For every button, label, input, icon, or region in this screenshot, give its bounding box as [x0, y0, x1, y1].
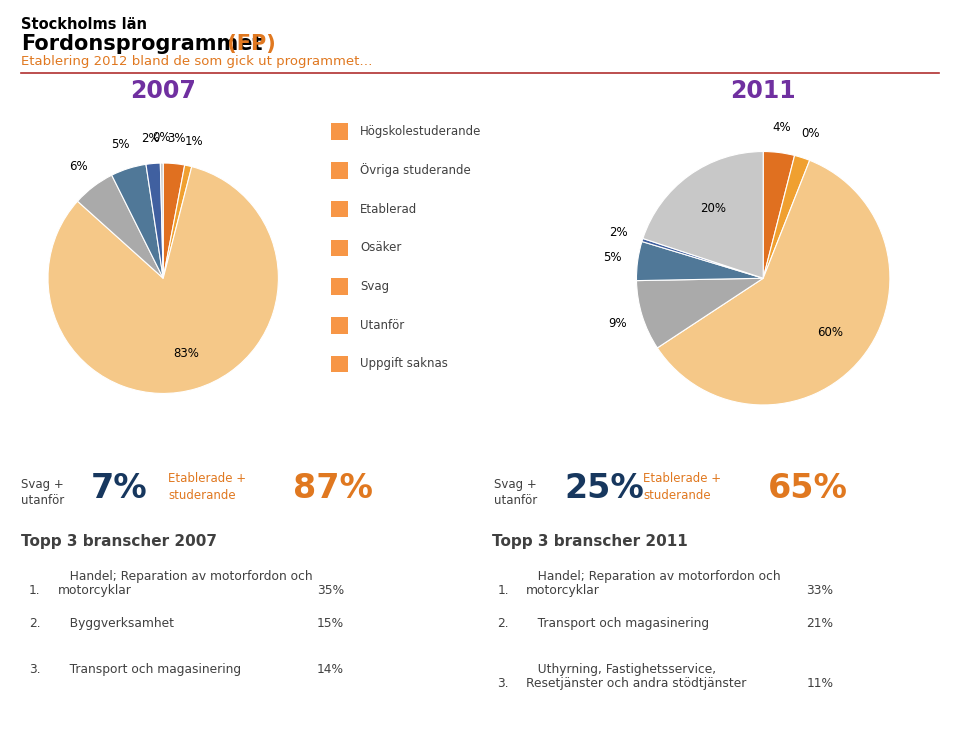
- Wedge shape: [636, 241, 763, 280]
- Text: 2011: 2011: [731, 79, 796, 103]
- Text: 1.: 1.: [497, 584, 509, 596]
- Text: Byggverksamhet: Byggverksamhet: [58, 617, 174, 629]
- Text: 7%: 7%: [91, 472, 148, 505]
- Text: 0%: 0%: [801, 127, 819, 140]
- Text: motorcyklar: motorcyklar: [526, 584, 600, 596]
- Text: Handel; Reparation av motorfordon och: Handel; Reparation av motorfordon och: [526, 570, 780, 583]
- Wedge shape: [658, 160, 890, 405]
- Text: Fordonsprogrammet: Fordonsprogrammet: [21, 34, 263, 54]
- Wedge shape: [48, 167, 278, 393]
- Text: 2%: 2%: [141, 132, 160, 144]
- Text: Etablerade +
studerande: Etablerade + studerande: [168, 472, 246, 502]
- Text: Osäker: Osäker: [360, 241, 401, 254]
- Text: Topp 3 branscher 2007: Topp 3 branscher 2007: [21, 534, 217, 549]
- Text: Uthyrning, Fastighetsservice,: Uthyrning, Fastighetsservice,: [526, 663, 716, 676]
- Text: 2.: 2.: [29, 617, 40, 629]
- Text: 2%: 2%: [609, 226, 628, 239]
- Text: Högskolestuderande: Högskolestuderande: [360, 125, 481, 138]
- Text: 65%: 65%: [768, 472, 848, 505]
- Text: 5%: 5%: [603, 251, 622, 264]
- Text: 35%: 35%: [317, 584, 344, 596]
- Text: 3%: 3%: [167, 132, 185, 145]
- Text: Stockholms län: Stockholms län: [21, 17, 147, 32]
- Wedge shape: [78, 175, 163, 278]
- Text: Topp 3 branscher 2011: Topp 3 branscher 2011: [492, 534, 687, 549]
- Wedge shape: [146, 163, 163, 278]
- Text: Handel; Reparation av motorfordon och: Handel; Reparation av motorfordon och: [58, 570, 312, 583]
- Text: 0%: 0%: [153, 131, 171, 144]
- Text: Etablering 2012 bland de som gick ut programmet…: Etablering 2012 bland de som gick ut pro…: [21, 55, 372, 68]
- Text: 6%: 6%: [69, 160, 87, 173]
- Text: 9%: 9%: [609, 317, 627, 329]
- Text: 33%: 33%: [806, 584, 833, 596]
- Text: 2007: 2007: [131, 79, 196, 103]
- Text: 15%: 15%: [317, 617, 344, 629]
- Text: 3.: 3.: [29, 663, 40, 676]
- Text: Transport och magasinering: Transport och magasinering: [58, 663, 241, 676]
- Text: Resetjänster och andra stödtjänster: Resetjänster och andra stödtjänster: [526, 677, 747, 690]
- Wedge shape: [160, 163, 163, 278]
- Text: 1%: 1%: [184, 135, 204, 147]
- Text: Utanför: Utanför: [360, 319, 404, 332]
- Wedge shape: [163, 163, 184, 278]
- Text: 5%: 5%: [111, 138, 130, 150]
- Text: 25%: 25%: [564, 472, 644, 505]
- Wedge shape: [763, 156, 809, 278]
- Text: Etablerad: Etablerad: [360, 202, 418, 216]
- Text: 83%: 83%: [173, 347, 199, 359]
- Text: Etablerade +
studerande: Etablerade + studerande: [643, 472, 721, 502]
- Text: 2.: 2.: [497, 617, 509, 629]
- Text: 21%: 21%: [806, 617, 833, 629]
- Text: Transport och magasinering: Transport och magasinering: [526, 617, 709, 629]
- Wedge shape: [636, 278, 763, 348]
- Text: Svag: Svag: [360, 280, 389, 293]
- Text: Uppgift saknas: Uppgift saknas: [360, 357, 448, 371]
- Text: Svag +
utanför: Svag + utanför: [494, 478, 538, 507]
- Text: 3.: 3.: [497, 677, 509, 690]
- Text: 4%: 4%: [773, 121, 791, 134]
- Text: 87%: 87%: [293, 472, 372, 505]
- Wedge shape: [642, 238, 763, 278]
- Text: motorcyklar: motorcyklar: [58, 584, 132, 596]
- Wedge shape: [643, 151, 763, 278]
- Text: 1.: 1.: [29, 584, 40, 596]
- Wedge shape: [163, 165, 192, 278]
- Wedge shape: [111, 165, 163, 278]
- Text: 20%: 20%: [700, 202, 726, 215]
- Text: 60%: 60%: [817, 326, 843, 339]
- Text: Övriga studerande: Övriga studerande: [360, 163, 470, 177]
- Text: 11%: 11%: [806, 677, 833, 690]
- Text: (FP): (FP): [220, 34, 276, 54]
- Text: Svag +
utanför: Svag + utanför: [21, 478, 64, 507]
- Text: 14%: 14%: [317, 663, 344, 676]
- Wedge shape: [763, 151, 795, 278]
